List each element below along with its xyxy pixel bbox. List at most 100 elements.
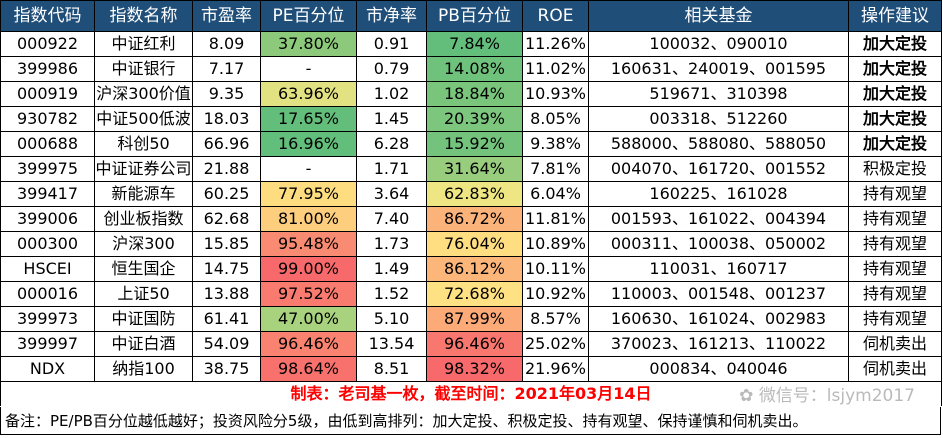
index-code-cell: 000300 <box>0 231 95 257</box>
pb-cell: 6.28 <box>356 131 427 157</box>
advice-cell: 加大定投 <box>848 31 942 57</box>
index-name-cell: 新能源车 <box>94 181 193 207</box>
pb-percentile-cell: 31.64% <box>426 156 523 182</box>
pb-percentile-cell: 98.32% <box>426 356 523 382</box>
advice-cell: 积极定投 <box>848 156 942 182</box>
pe-percentile-cell: 16.96% <box>260 131 357 157</box>
advice-cell: 加大定投 <box>848 106 942 132</box>
pb-cell: 3.64 <box>356 181 427 207</box>
advice-cell: 加大定投 <box>848 56 942 82</box>
pe-cell: 54.09 <box>192 331 261 357</box>
roe-cell: 7.81% <box>522 156 589 182</box>
pb-cell: 0.79 <box>356 56 427 82</box>
table-row: 399417 新能源车 60.25 77.95% 3.64 62.83% 6.04% 1602… <box>0 181 942 207</box>
pb-percentile-cell: 76.04% <box>426 231 523 257</box>
index-code-cell: 399975 <box>0 156 95 182</box>
index-name-cell: 恒生国企 <box>94 256 193 282</box>
pe-cell: 7.17 <box>192 56 261 82</box>
pb-cell: 1.02 <box>356 81 427 107</box>
roe-cell: 6.04% <box>522 181 589 207</box>
pb-cell: 1.45 <box>356 106 427 132</box>
pb-percentile-cell: 7.84% <box>426 31 523 57</box>
pe-cell: 66.96 <box>192 131 261 157</box>
table-row: 000922 中证红利 8.09 37.80% 0.91 7.84% 11.26% 10003… <box>0 31 942 57</box>
table-row: 399986 中证银行 7.17-0.79 14.08% 11.02% 160631、24… <box>0 56 942 82</box>
column-header: PE百分位 <box>260 0 357 32</box>
table-row: 399006 创业板指数 62.68 81.00% 7.40 86.72% 11.81% 00… <box>0 206 942 232</box>
pb-percentile-cell: 86.12% <box>426 256 523 282</box>
pb-percentile-cell: 72.68% <box>426 281 523 307</box>
pe-cell: 38.75 <box>192 356 261 382</box>
index-code-cell: 000016 <box>0 281 95 307</box>
table-row: 399973 中证国防 61.41 47.00% 5.10 87.99% 8.57% 1606… <box>0 306 942 332</box>
pe-percentile-cell: 97.52% <box>260 281 357 307</box>
advice-cell: 持有观望 <box>848 306 942 332</box>
roe-cell: 21.96% <box>522 356 589 382</box>
pb-cell: 7.40 <box>356 206 427 232</box>
index-name-cell: 中证银行 <box>94 56 193 82</box>
index-name-cell: 科创50 <box>94 131 193 157</box>
pe-cell: 62.68 <box>192 206 261 232</box>
column-header: ROE <box>522 0 589 32</box>
pb-cell: 8.51 <box>356 356 427 382</box>
index-code-cell: 399986 <box>0 56 95 82</box>
advice-cell: 伺机卖出 <box>848 356 942 382</box>
pb-percentile-cell: 87.99% <box>426 306 523 332</box>
roe-cell: 9.38% <box>522 131 589 157</box>
related-funds-cell: 110031、160717 <box>588 256 849 282</box>
pe-percentile-cell: 96.46% <box>260 331 357 357</box>
pe-cell: 61.41 <box>192 306 261 332</box>
index-name-cell: 中证证券公司 <box>94 156 193 182</box>
pe-cell: 15.85 <box>192 231 261 257</box>
related-funds-cell: 370023、161213、110022 <box>588 331 849 357</box>
roe-cell: 10.89% <box>522 231 589 257</box>
advice-cell: 持有观望 <box>848 281 942 307</box>
index-name-cell: 沪深300 <box>94 231 193 257</box>
maker-text: 制表：老司基一枚，截至时间：2021年03月14日 <box>290 384 652 403</box>
pb-cell: 1.49 <box>356 256 427 282</box>
pe-percentile-cell: - <box>260 56 357 82</box>
maker-row: 制表：老司基一枚，截至时间：2021年03月14日 <box>0 381 942 406</box>
column-header: 指数名称 <box>94 0 193 32</box>
pb-cell: 1.73 <box>356 231 427 257</box>
roe-cell: 8.57% <box>522 306 589 332</box>
pe-percentile-cell: 37.80% <box>260 31 357 57</box>
index-code-cell: 000919 <box>0 81 95 107</box>
advice-cell: 持有观望 <box>848 256 942 282</box>
index-name-cell: 中证国防 <box>94 306 193 332</box>
pe-percentile-cell: 77.95% <box>260 181 357 207</box>
related-funds-cell: 519671、310398 <box>588 81 849 107</box>
table-row: HSCEI 恒生国企 14.75 99.00% 1.49 86.12% 10.11% 1100… <box>0 256 942 282</box>
roe-cell: 10.92% <box>522 281 589 307</box>
roe-cell: 11.02% <box>522 56 589 82</box>
related-funds-cell: 160631、240019、001595 <box>588 56 849 82</box>
table-row: 000016 上证50 13.88 97.52% 1.52 72.68% 10.92% 110… <box>0 281 942 307</box>
pe-percentile-cell: 17.65% <box>260 106 357 132</box>
pb-percentile-cell: 15.92% <box>426 131 523 157</box>
pe-percentile-cell: 47.00% <box>260 306 357 332</box>
index-code-cell: 000688 <box>0 131 95 157</box>
advice-cell: 伺机卖出 <box>848 331 942 357</box>
index-name-cell: 纳指100 <box>94 356 193 382</box>
advice-cell: 持有观望 <box>848 231 942 257</box>
index-name-cell: 中证白酒 <box>94 331 193 357</box>
index-code-cell: 399417 <box>0 181 95 207</box>
advice-cell: 持有观望 <box>848 206 942 232</box>
pb-cell: 1.52 <box>356 281 427 307</box>
pb-percentile-cell: 18.84% <box>426 81 523 107</box>
index-code-cell: NDX <box>0 356 95 382</box>
pb-percentile-cell: 62.83% <box>426 181 523 207</box>
advice-cell: 加大定投 <box>848 81 942 107</box>
footnote: 备注：PE/PB百分位越低越好；投资风险分5级，由低到高排列：加大定投、积极定投… <box>0 407 941 435</box>
index-code-cell: 930782 <box>0 106 95 132</box>
column-header: PB百分位 <box>426 0 523 32</box>
index-name-cell: 中证红利 <box>94 31 193 57</box>
pe-percentile-cell: - <box>260 156 357 182</box>
table-row: 000688 科创50 66.96 16.96% 6.28 15.92% 9.38% 5880… <box>0 131 942 157</box>
roe-cell: 10.93% <box>522 81 589 107</box>
roe-cell: 11.26% <box>522 31 589 57</box>
related-funds-cell: 160225、161028 <box>588 181 849 207</box>
column-header: 相关基金 <box>588 0 849 32</box>
pe-percentile-cell: 98.64% <box>260 356 357 382</box>
